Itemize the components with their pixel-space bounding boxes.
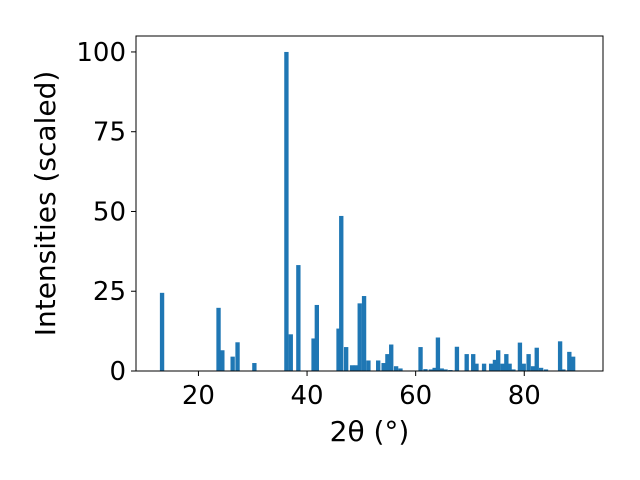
y-tick-label: 0 <box>109 357 126 387</box>
bar <box>481 363 487 371</box>
bar <box>349 365 355 371</box>
bar <box>357 303 362 371</box>
bar <box>389 344 394 371</box>
bar <box>488 363 494 371</box>
bar <box>471 354 476 371</box>
bar <box>418 347 423 371</box>
bar <box>496 350 501 371</box>
bar <box>393 366 399 371</box>
bar <box>474 363 479 371</box>
bar <box>526 354 531 371</box>
bar <box>361 296 367 371</box>
y-tick-label: 100 <box>76 38 126 68</box>
bar <box>492 359 498 371</box>
bar <box>311 338 316 371</box>
y-tick-label: 25 <box>93 277 126 307</box>
bar <box>230 356 235 371</box>
bar <box>381 363 386 371</box>
bar <box>517 342 523 371</box>
bar <box>464 354 469 371</box>
bar <box>543 369 549 371</box>
bar <box>235 342 240 371</box>
bar <box>343 347 349 371</box>
bar <box>216 307 221 371</box>
bar <box>336 328 341 371</box>
y-axis-label: Intensities (scaled) <box>29 71 62 337</box>
bar <box>288 334 293 371</box>
bar <box>454 346 460 371</box>
bar <box>284 51 289 371</box>
x-tick-label: 40 <box>291 381 324 411</box>
bar <box>557 341 563 371</box>
bar <box>521 363 526 371</box>
bar <box>314 304 319 371</box>
bars-group <box>159 51 576 371</box>
bar <box>398 368 403 371</box>
bar <box>423 369 428 371</box>
x-axis-label: 2θ (°) <box>330 415 410 448</box>
bar <box>220 350 225 371</box>
bar <box>252 363 257 371</box>
bar <box>530 366 536 371</box>
bar <box>432 367 437 371</box>
bar <box>435 337 441 371</box>
bar <box>428 369 434 371</box>
plot-frame <box>135 35 604 372</box>
bar <box>443 369 448 371</box>
bar <box>439 368 444 371</box>
bar <box>511 369 516 371</box>
bar <box>567 351 572 371</box>
y-tick-label: 75 <box>93 118 126 148</box>
bar <box>366 360 371 371</box>
bar <box>353 365 359 371</box>
bar <box>534 347 539 371</box>
bar <box>561 369 566 371</box>
y-tick-label: 50 <box>93 197 126 227</box>
x-tick-label: 60 <box>399 381 432 411</box>
bar <box>385 354 390 371</box>
bar <box>376 360 381 371</box>
bar <box>570 356 576 371</box>
bar <box>296 265 301 371</box>
bar <box>504 354 509 371</box>
x-tick-label: 20 <box>182 381 215 411</box>
bar <box>500 363 505 371</box>
bar <box>339 215 344 371</box>
x-tick-label: 80 <box>508 381 541 411</box>
bar <box>159 292 165 371</box>
y-axis-ticks: 0 25 50 75 100 <box>76 38 136 387</box>
bar <box>507 363 512 371</box>
x-axis-ticks: 20 40 60 80 <box>182 371 541 411</box>
bar <box>538 367 544 371</box>
